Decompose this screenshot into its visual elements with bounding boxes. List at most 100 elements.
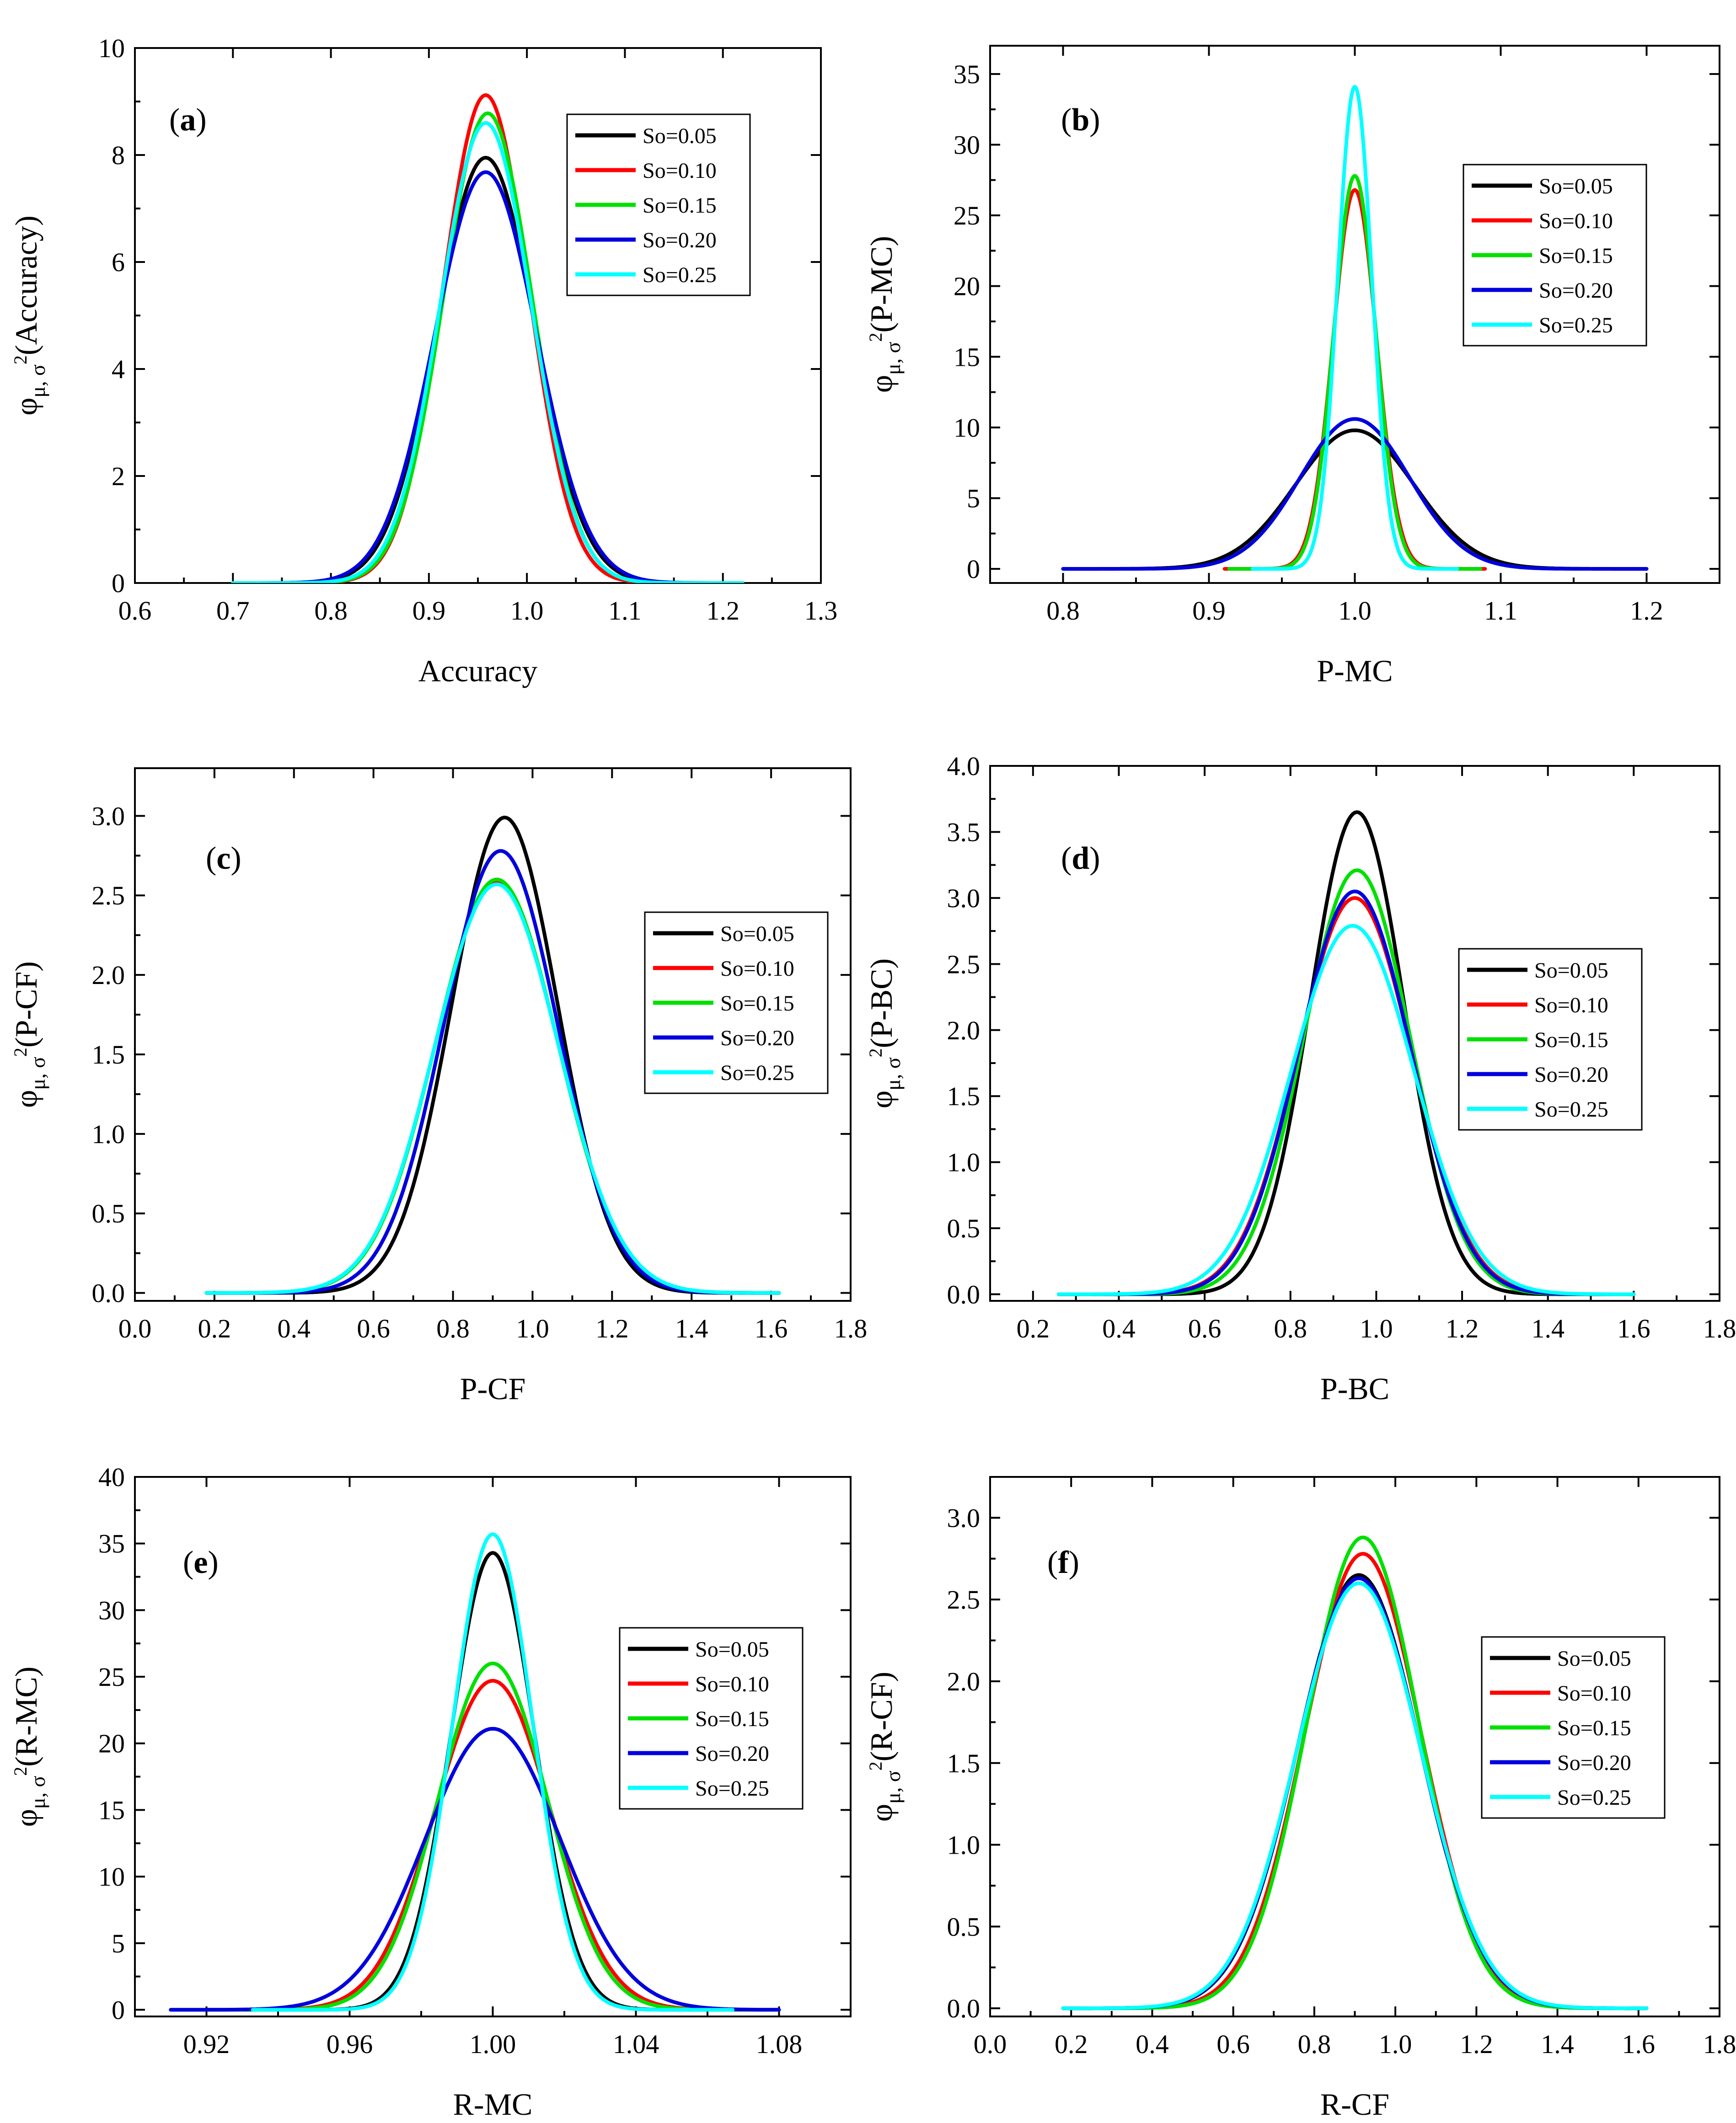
legend-label: So=0.15: [720, 991, 794, 1016]
x-tick-label: 1.6: [1622, 2029, 1656, 2059]
legend-label: So=0.05: [720, 922, 794, 946]
legend-label: So=0.25: [720, 1061, 794, 1085]
x-tick-label: 0.92: [183, 2029, 230, 2059]
y-tick-label: 0.5: [92, 1199, 125, 1229]
chart-panel-b: 0.8 0.9 1.0 1.1 1.2 0 5 10 15 20 25 30 35 P-MC φμ, σ2(…: [864, 45, 1720, 688]
y-tick-label: 1.0: [947, 1148, 981, 1177]
legend-label: So=0.10: [720, 957, 794, 981]
chart-panel-c: 0.0 0.2 0.4 0.6 0.8 1.0 1.2 1.4 1.6 1.8 0.0 0.5 1.0 1…: [9, 767, 868, 1406]
legend: So=0.05 So=0.10 So=0.15 So=0.20 So=0.25: [566, 113, 751, 296]
x-tick-label: 1.3: [804, 596, 838, 626]
x-tick-label: 1.1: [608, 596, 642, 626]
legend-label: So=0.10: [1557, 1681, 1631, 1706]
y-tick-label: 0.0: [92, 1278, 125, 1308]
chart-panel-d: 0.2 0.4 0.6 0.8 1.0 1.2 1.4 1.6 1.8 0.0 0.5 1.0 1.5 2…: [864, 751, 1736, 1406]
legend-label: So=0.20: [1539, 278, 1613, 303]
y-tick-label: 40: [98, 1462, 125, 1492]
legend-label: So=0.10: [695, 1672, 769, 1696]
legend-label: So=0.15: [1539, 244, 1613, 268]
x-tick-label: 0.2: [1017, 1314, 1050, 1343]
y-tick-label: 20: [954, 272, 980, 301]
x-tick-label: 1.6: [755, 1314, 788, 1343]
y-tick-label: 4: [112, 354, 125, 384]
x-tick-label: 0.4: [1102, 1314, 1136, 1343]
x-tick-label: 0.2: [1055, 2029, 1088, 2059]
x-tick-label: 0.8: [314, 596, 348, 626]
x-tick-label: 1.0: [1360, 1314, 1393, 1343]
x-tick-label: 0.6: [1216, 2029, 1250, 2059]
legend: So=0.05 So=0.10 So=0.15 So=0.20 So=0.25: [1463, 164, 1647, 347]
y-tick-label: 0.5: [947, 1912, 981, 1941]
x-tick-label: 0.4: [1136, 2029, 1169, 2059]
x-tick-label: 1.0: [1338, 596, 1372, 626]
legend: So=0.05 So=0.10 So=0.15 So=0.20 So=0.25: [619, 1627, 804, 1810]
legend-label: So=0.20: [695, 1742, 769, 1766]
series-line-So=0.25: [231, 121, 745, 583]
legend-label: So=0.20: [643, 228, 717, 252]
y-tick-label: 2.5: [947, 1585, 981, 1615]
y-tick-label: 5: [112, 1929, 125, 1958]
legend-label: So=0.05: [1539, 174, 1613, 198]
y-tick-label: 2.0: [947, 1016, 981, 1045]
x-tick-label: 0.0: [974, 2029, 1007, 2059]
y-tick-label: 2.5: [947, 949, 981, 979]
legend-label: So=0.15: [1557, 1716, 1631, 1740]
y-tick-label: 4.0: [947, 751, 981, 781]
x-tick-label: 0.7: [216, 596, 250, 626]
legend-label: So=0.20: [1534, 1063, 1608, 1087]
x-axis-label: P-BC: [1320, 1371, 1389, 1406]
x-tick-label: 1.4: [1531, 1314, 1565, 1343]
y-tick-label: 10: [98, 33, 125, 63]
legend: So=0.05 So=0.10 So=0.15 So=0.20 So=0.25: [1458, 948, 1643, 1131]
panel-tag: (d): [1061, 841, 1100, 876]
x-tick-label: 1.8: [1703, 1314, 1736, 1343]
legend: So=0.05 So=0.10 So=0.15 So=0.20 So=0.25: [1481, 1636, 1666, 1819]
y-axis-label: φμ, σ2(Accuracy): [9, 215, 49, 416]
y-tick-label: 20: [98, 1729, 125, 1759]
x-axis-label: P-MC: [1317, 653, 1393, 688]
y-tick-label: 8: [112, 140, 125, 170]
x-tick-label: 1.2: [1630, 596, 1663, 626]
legend-label: So=0.15: [1534, 1028, 1608, 1052]
x-axis-label: R-CF: [1320, 2087, 1389, 2122]
legend-label: So=0.15: [643, 193, 717, 218]
legend-label: So=0.25: [1539, 313, 1613, 337]
legend-label: So=0.05: [695, 1637, 769, 1662]
y-tick-label: 0: [112, 568, 125, 598]
legend-label: So=0.25: [695, 1776, 769, 1801]
y-tick-label: 2.0: [92, 960, 125, 990]
x-tick-label: 1.0: [510, 596, 544, 626]
x-axis-label: Accuracy: [418, 653, 537, 688]
x-tick-label: 0.8: [1046, 596, 1080, 626]
y-tick-label: 0.5: [947, 1214, 981, 1243]
x-tick-label: 0.6: [357, 1314, 390, 1343]
y-tick-label: 25: [954, 201, 980, 230]
panel-tag: (a): [169, 102, 207, 138]
series-line-So=0.05: [1061, 428, 1649, 571]
x-tick-label: 1.8: [834, 1314, 868, 1343]
x-tick-label: 1.8: [1703, 2029, 1736, 2059]
series-line-So=0.25: [1250, 85, 1459, 571]
y-axis-label: φμ, σ2(R-MC): [9, 1667, 49, 1827]
legend-label: So=0.10: [1534, 993, 1608, 1017]
legend-label: So=0.05: [1534, 958, 1608, 983]
x-tick-label: 1.04: [613, 2029, 659, 2059]
panel-tag: (e): [183, 1545, 219, 1580]
x-tick-label: 0.6: [118, 596, 152, 626]
x-tick-label: 1.2: [1460, 2029, 1493, 2059]
series-line-So=0.25: [204, 882, 781, 1295]
series-line-So=0.20: [1061, 417, 1649, 571]
series-line-So=0.25: [1057, 924, 1636, 1296]
x-tick-label: 0.0: [118, 1314, 152, 1343]
y-tick-label: 35: [954, 59, 980, 89]
y-tick-label: 2: [112, 461, 125, 491]
chart-panel-f: 0.0 0.2 0.4 0.6 0.8 1.0 1.2 1.4 1.6 1.8 0.0 0.5 1.0 1…: [864, 1476, 1736, 2122]
x-tick-label: 1.00: [470, 2029, 516, 2059]
y-tick-label: 2.0: [947, 1667, 981, 1696]
legend-label: So=0.05: [643, 124, 717, 148]
y-tick-label: 6: [112, 247, 125, 277]
x-tick-label: 0.9: [1192, 596, 1226, 626]
x-tick-label: 0.8: [1274, 1314, 1307, 1343]
panel-tag: (c): [206, 841, 241, 876]
series-line-So=0.25: [251, 1532, 735, 2012]
